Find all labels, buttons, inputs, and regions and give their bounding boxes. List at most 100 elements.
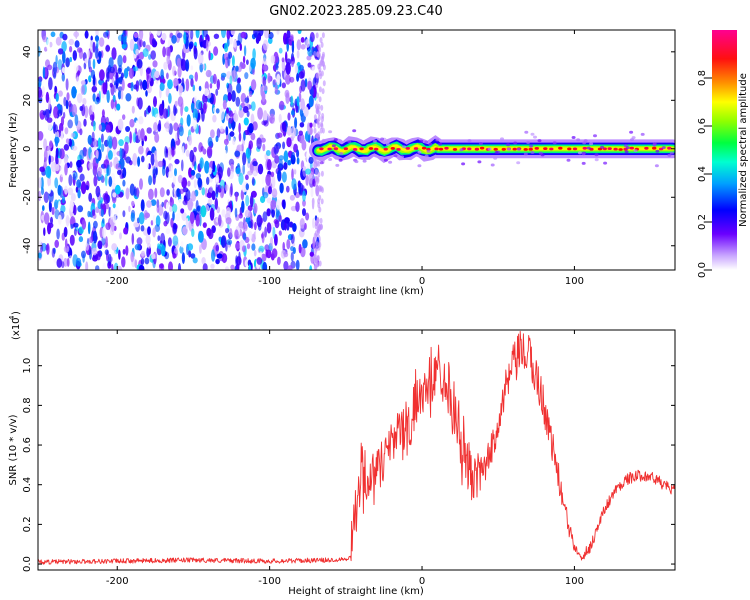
noise-blob	[79, 173, 85, 182]
noise-blob	[239, 105, 243, 111]
noise-blob	[281, 82, 286, 89]
noise-blob	[195, 173, 202, 179]
noise-blob	[46, 38, 50, 51]
noise-blob	[255, 228, 259, 241]
noise-blob	[312, 236, 316, 250]
noise-blob	[199, 214, 202, 227]
noise-blob	[302, 190, 306, 202]
noise-blob	[43, 227, 46, 236]
noise-blob	[269, 113, 275, 124]
noise-blob	[209, 83, 213, 89]
noise-blob	[156, 205, 160, 213]
noise-blob	[277, 169, 282, 182]
noise-blob	[97, 137, 102, 149]
noise-blob	[85, 243, 90, 251]
noise-blob	[89, 236, 94, 244]
noise-blob	[234, 207, 238, 218]
noise-blob	[61, 41, 67, 52]
noise-blob	[205, 39, 209, 52]
noise-blob	[50, 31, 56, 38]
noise-blob	[136, 59, 143, 69]
noise-blob	[54, 199, 59, 210]
noise-blob	[101, 236, 106, 246]
figure-title: GN02.2023.285.09.23.C40	[269, 4, 443, 19]
noise-blob	[283, 162, 288, 170]
noise-blob	[271, 248, 278, 259]
band-peak	[479, 146, 485, 150]
noise-blob	[294, 117, 298, 129]
noise-blob	[166, 72, 169, 80]
noise-blob	[102, 263, 106, 270]
noise-blob	[250, 132, 256, 141]
noise-blob	[112, 250, 117, 256]
noise-blob	[261, 120, 267, 126]
noise-blob	[281, 121, 287, 132]
noise-blob	[138, 264, 145, 270]
noise-blob	[296, 39, 301, 51]
noise-blob	[132, 153, 138, 166]
noise-blob	[185, 217, 189, 230]
noise-blob	[274, 233, 278, 246]
noise-blob	[60, 116, 65, 126]
noise-blob	[248, 140, 253, 150]
noise-blob	[193, 179, 197, 189]
noise-blob	[229, 200, 233, 208]
band-speckle	[477, 160, 482, 164]
noise-blob	[142, 31, 149, 39]
noise-edge-blob	[320, 170, 324, 177]
noise-blob	[263, 85, 268, 91]
noise-blob	[73, 204, 77, 216]
noise-blob	[52, 61, 58, 74]
noise-blob	[131, 233, 135, 245]
noise-blob	[290, 205, 297, 212]
noise-blob	[111, 136, 118, 150]
band-speckle	[435, 138, 440, 142]
noise-edge-blob	[322, 51, 325, 58]
noise-blob	[285, 37, 289, 45]
noise-blob	[242, 232, 247, 241]
noise-blob	[150, 153, 155, 166]
noise-blob	[48, 154, 51, 165]
noise-edge-blob	[318, 66, 322, 73]
noise-blob	[142, 79, 148, 91]
noise-blob	[108, 247, 112, 254]
noise-blob	[155, 113, 160, 119]
noise-edge-blob	[316, 217, 320, 223]
noise-blob	[284, 89, 290, 98]
noise-blob	[70, 223, 74, 230]
band-peak	[396, 148, 401, 151]
noise-blob	[236, 83, 242, 94]
noise-blob	[111, 47, 117, 60]
noise-blob	[300, 44, 306, 50]
noise-blob	[207, 198, 213, 206]
noise-blob	[139, 30, 144, 41]
noise-blob	[87, 134, 93, 145]
noise-blob	[79, 149, 85, 161]
noise-blob	[167, 237, 172, 247]
noise-blob	[65, 57, 70, 68]
noise-blob	[171, 203, 178, 213]
noise-blob	[138, 116, 144, 125]
noise-edge-blob	[320, 121, 324, 128]
noise-blob	[165, 120, 170, 133]
noise-blob	[66, 92, 70, 101]
noise-blob	[57, 48, 64, 55]
noise-blob	[117, 90, 122, 100]
noise-blob	[185, 189, 191, 202]
noise-blob	[213, 46, 219, 56]
noise-blob	[62, 111, 66, 119]
noise-blob	[164, 146, 168, 158]
noise-blob	[245, 174, 249, 181]
noise-blob	[92, 41, 96, 53]
band-speckle	[603, 161, 608, 165]
noise-blob	[283, 150, 289, 163]
noise-blob	[44, 67, 48, 78]
band-peak	[512, 147, 517, 151]
noise-blob	[266, 249, 272, 259]
noise-blob	[189, 211, 195, 224]
noise-blob	[84, 30, 89, 39]
band-speckle	[625, 146, 630, 150]
noise-blob	[310, 187, 314, 198]
noise-blob	[112, 215, 117, 224]
noise-blob	[200, 205, 207, 218]
